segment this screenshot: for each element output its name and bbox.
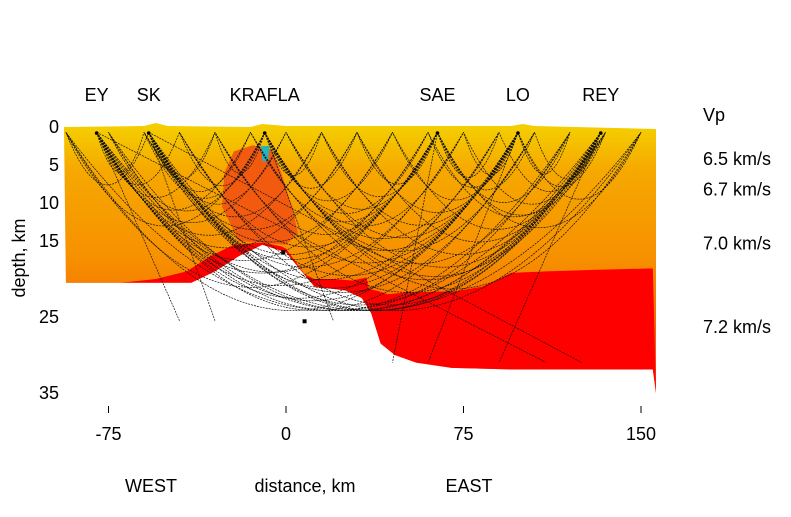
ray-path (392, 132, 519, 201)
ray-path (437, 132, 606, 216)
vp-title: Vp (703, 105, 725, 125)
ray-path (427, 132, 602, 218)
vp-labels: 6.5 km/s 6.7 km/s 7.0 km/s 7.2 km/s (703, 149, 771, 337)
ray-path (96, 132, 216, 198)
ray-path (214, 132, 438, 235)
station-marker (435, 131, 440, 135)
ray-path (250, 132, 438, 222)
station-marker (262, 131, 267, 135)
ray-path (427, 132, 519, 363)
station-label: LO (506, 85, 530, 105)
x-tick-labels: -75 0 75 150 (95, 406, 656, 444)
y-tick-label: 15 (39, 231, 59, 251)
ray-path (96, 132, 642, 311)
ray-path (108, 132, 266, 212)
ray-path (285, 132, 519, 239)
ray-path (517, 132, 606, 187)
moho-reflection-marker (302, 319, 307, 324)
ray-path (96, 132, 180, 186)
y-tick-label: 5 (49, 155, 59, 175)
vp-label: 7.0 km/s (703, 233, 771, 253)
ray-path (108, 132, 602, 311)
ray-path (148, 132, 642, 311)
ray-path (179, 132, 266, 187)
vp-label: 6.7 km/s (703, 179, 771, 199)
station-label: SAE (419, 85, 455, 105)
ray-path (498, 132, 602, 192)
station-label: REY (582, 85, 619, 105)
x-tick-label: -75 (95, 424, 121, 444)
ray-path (437, 132, 571, 203)
y-axis-label: depth, km (9, 218, 29, 297)
ray-path (96, 132, 251, 211)
ray-path (96, 132, 571, 311)
ray-path (264, 132, 334, 321)
x-tick-label: 150 (626, 424, 656, 444)
station-marker (146, 131, 151, 135)
east-label: EAST (445, 476, 492, 496)
ray-path (534, 132, 602, 180)
ray-path (437, 132, 535, 191)
station-label: SK (137, 85, 161, 105)
ray-paths (65, 132, 642, 363)
ray-path (356, 132, 519, 213)
ray-path (463, 132, 519, 176)
ray-path (65, 132, 602, 311)
station-labels: EY SK KRAFLA SAE LO REY (85, 85, 620, 105)
ray-path (148, 132, 582, 363)
ray-path (264, 132, 393, 202)
station-label: EY (85, 85, 109, 105)
ray-path (285, 132, 602, 268)
ray-path (148, 132, 571, 306)
krafla-anomaly (222, 145, 298, 245)
ray-path (517, 132, 571, 175)
vp-label: 6.5 km/s (703, 149, 771, 169)
station-marker (516, 131, 520, 135)
y-tick-labels: 0 5 10 15 25 35 (39, 117, 59, 403)
ray-path (392, 132, 438, 363)
ray-path (148, 132, 606, 311)
ray-path (463, 132, 602, 205)
station-marker (94, 131, 99, 135)
ray-path (285, 132, 438, 210)
ray-path (96, 132, 547, 363)
vp-label: 7.2 km/s (703, 317, 771, 337)
y-tick-label: 35 (39, 383, 59, 403)
ray-path (148, 132, 216, 180)
ray-path (96, 132, 287, 223)
ray-path (321, 132, 602, 255)
ray-path (392, 132, 602, 230)
station-marks (94, 131, 603, 324)
ray-path (264, 132, 606, 277)
ray-path (148, 132, 216, 321)
ray-path (148, 132, 287, 205)
station-label: KRAFLA (230, 85, 300, 105)
x-axis-label: distance, km (254, 476, 355, 496)
ray-path (437, 132, 642, 228)
ray-path (437, 132, 500, 178)
ray-path (321, 132, 438, 197)
ray-path (427, 132, 519, 188)
ray-path (517, 132, 642, 200)
ray-path (96, 132, 180, 321)
y-tick-label: 25 (39, 307, 59, 327)
y-tick-label: 10 (39, 193, 59, 213)
ray-path (356, 132, 602, 243)
x-tick-label: 0 (281, 424, 291, 444)
ray-path (143, 132, 602, 311)
x-tick-label: 75 (453, 424, 473, 444)
ray-path (264, 132, 358, 189)
west-label: WEST (125, 476, 177, 496)
ray-path (148, 132, 322, 218)
krafla-magma-chamber (261, 146, 270, 162)
ray-path (65, 132, 266, 227)
station-marker (598, 131, 603, 135)
ray-path (65, 132, 150, 186)
ray-path (148, 132, 251, 192)
y-tick-label: 0 (49, 117, 59, 137)
moho-reflection-marker (281, 250, 286, 255)
